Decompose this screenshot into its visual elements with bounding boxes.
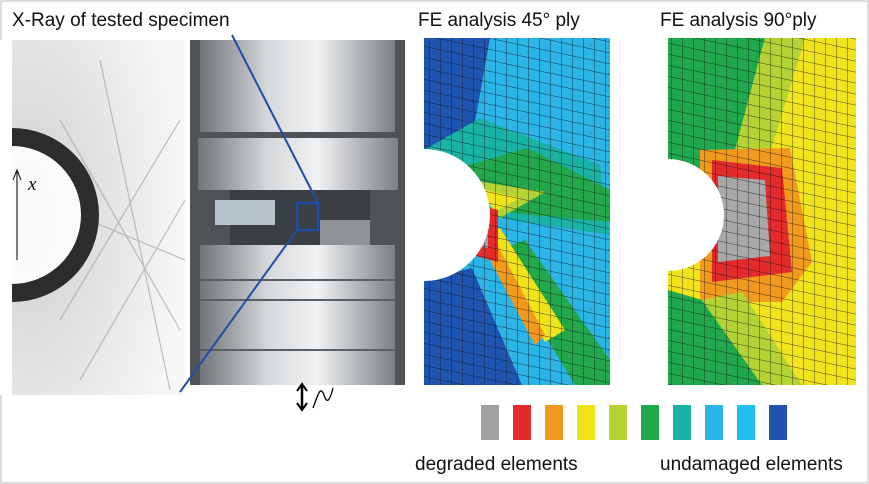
fe90-title: FE analysis 90°ply [660,10,817,31]
shape [481,405,499,440]
shape [545,405,563,440]
shape [641,405,659,440]
shape [513,405,531,440]
shape [215,200,275,225]
shape [200,245,395,385]
axis-label: x [27,174,37,195]
shape [424,38,610,385]
shape [200,40,395,132]
test-rig-photo [180,35,405,410]
shape [0,40,12,395]
shape [577,405,595,440]
fe45-title: FE analysis 45° ply [418,10,580,31]
fe-45-ply [424,38,610,385]
shape [668,38,856,385]
shape [0,137,90,293]
shape [609,405,627,440]
legend-right-label: undamaged elements [660,454,843,475]
xray-panel [0,40,185,395]
shape [705,405,723,440]
shape [737,405,755,440]
fe-90-ply [668,38,856,385]
shape [769,405,787,440]
legend-left-label: degraded elements [415,454,578,475]
shape [673,405,691,440]
figure: x [0,0,869,484]
xray-title: X-Ray of tested specimen [12,10,230,31]
